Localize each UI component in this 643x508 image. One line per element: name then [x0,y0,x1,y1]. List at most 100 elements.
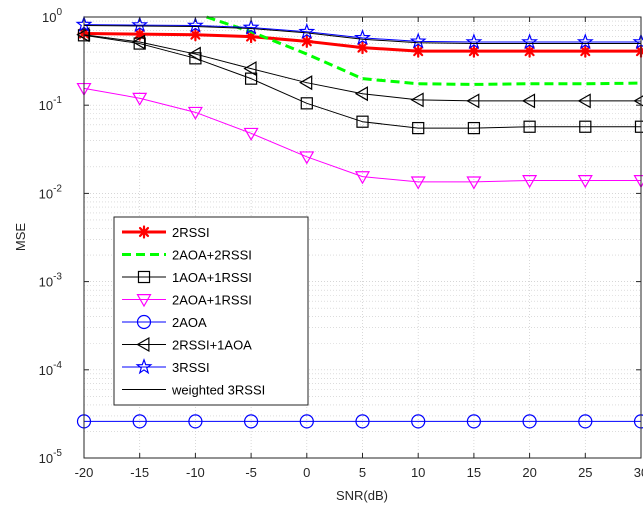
square-marker [189,52,202,65]
triangle-left-marker [299,75,313,91]
square-marker [137,270,151,284]
circle-marker [188,414,203,429]
star-marker [409,32,427,49]
triangle-left-marker [410,92,424,108]
axis-ticks [83,16,642,459]
legend-label: 2AOA [172,315,207,330]
legend-entry: weighted 3RSSI [122,383,265,398]
asterisk-marker [188,28,202,42]
series-2aoa-2rssi [206,15,642,86]
x-tick-label: 5 [359,465,366,480]
series-layer [75,15,643,429]
triangle-down-marker [243,127,259,142]
circle-marker [136,314,152,330]
circle-marker [355,414,370,429]
star-marker [242,18,260,35]
triangle-down-marker [577,175,593,189]
legend-entry: 3RSSI [122,358,210,375]
asterisk-marker [137,225,151,239]
triangle-left-marker [76,27,90,43]
x-tick-label: -20 [75,465,94,480]
star-marker [131,16,149,33]
asterisk-marker [467,44,481,58]
x-tick-label: -5 [245,465,257,480]
x-tick-label: -10 [186,465,205,480]
triangle-down-marker [410,176,426,190]
legend-box [113,216,309,406]
x-tick-label: 20 [522,465,536,480]
asterisk-marker [411,44,425,58]
triangle-left-marker [131,34,146,50]
circle-marker [522,414,537,429]
legend-label: 2AOA+2RSSI [172,248,252,263]
circle-marker [411,414,426,429]
x-tick-labels: -20 -15 -10 -5 0 5 10 15 20 25 30 [75,465,643,480]
star-marker [465,33,483,50]
x-tick-label: 15 [467,465,481,480]
series-line [83,87,641,183]
asterisk-marker [578,44,592,58]
triangle-down-marker [299,151,315,165]
triangle-left-marker [521,93,536,109]
triangle-left-marker [354,86,368,102]
triangle-left-marker [187,46,201,62]
legend-label: 1AOA+1RSSI [172,270,252,285]
series-line [83,34,641,102]
series-2rssi-1aoa [76,27,643,109]
legend-entry: 2AOA+1RSSI [122,293,252,308]
square-marker [467,121,481,135]
triangle-left-marker [577,93,591,109]
legend-label: 2RSSI+1AOA [172,338,252,353]
triangle-left-marker [136,336,150,353]
x-tick-label: 30 [634,465,643,480]
triangle-down-marker [132,92,148,106]
legend-label: 2RSSI [172,225,210,240]
x-tick-label: 25 [578,465,592,480]
triangle-down-marker [466,176,482,190]
circle-marker [578,414,593,429]
x-tick-label: -15 [130,465,149,480]
circle-marker [299,414,314,429]
square-marker [523,120,536,133]
star-marker [298,22,316,39]
legend-label: 2AOA+1RSSI [172,293,252,308]
series-line [206,15,642,86]
x-axis-label: SNR(dB) [336,488,388,503]
legend: 2RSSI 2AOA+2RSSI 1AOA+1RSSI 2AOA+1RSSI 2AOA 2… [113,216,309,406]
series-line [83,24,641,43]
legend-label: weighted 3RSSI [171,383,265,398]
star-marker [576,33,594,50]
legend-entry: 2AOA [122,314,207,330]
star-marker [135,358,153,375]
legend-entry: 1AOA+1RSSI [122,270,252,285]
star-marker [521,33,539,50]
series-line [83,25,641,45]
legend-entry: 2AOA+2RSSI [122,248,252,263]
triangle-down-marker [354,171,371,185]
legend-label: 3RSSI [172,360,210,375]
triangle-left-marker [466,93,480,109]
circle-marker [466,414,481,429]
asterisk-marker [355,40,370,55]
triangle-down-marker [522,175,538,189]
series-3rssi [75,15,643,50]
x-tick-label: 0 [303,465,310,480]
triangle-down-marker [187,106,203,121]
legend-entry: 2RSSI [122,225,210,240]
square-marker [300,97,313,110]
series-line [83,34,641,129]
triangle-left-marker [633,95,643,107]
series-weighted-3rssi [83,25,641,45]
star-marker [186,16,204,33]
legend-entry: 2RSSI+1AOA [122,336,252,353]
series-1aoa-1rssi [77,29,643,135]
triangle-down-marker [136,294,152,308]
asterisk-marker [522,44,537,58]
circle-marker [132,414,147,429]
triangle-left-marker [243,61,257,77]
square-marker [579,120,592,133]
x-tick-label: 10 [411,465,425,480]
square-marker [412,121,425,135]
square-marker [356,115,369,128]
